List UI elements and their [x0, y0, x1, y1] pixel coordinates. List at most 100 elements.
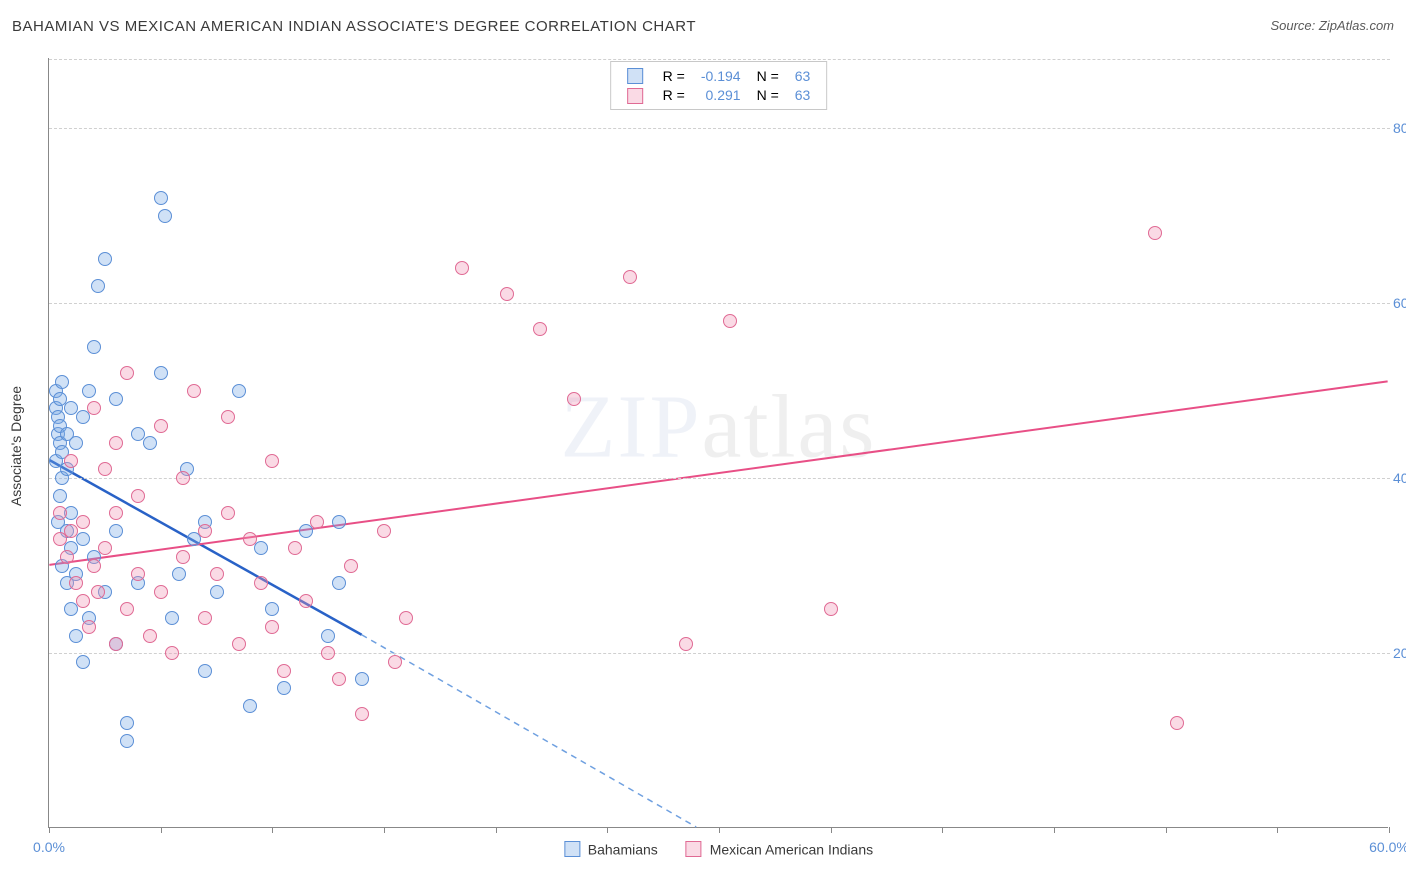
data-point: [91, 279, 105, 293]
data-point: [187, 384, 201, 398]
data-point: [131, 489, 145, 503]
data-point: [355, 707, 369, 721]
data-point: [824, 602, 838, 616]
x-tick: [384, 827, 385, 833]
x-tick-label: 0.0%: [33, 839, 65, 855]
data-point: [154, 585, 168, 599]
x-tick: [161, 827, 162, 833]
data-point: [221, 410, 235, 424]
source-label: Source: ZipAtlas.com: [1270, 18, 1394, 33]
y-tick-label: 60.0%: [1393, 295, 1406, 311]
legend-item: Bahamians: [564, 840, 658, 856]
data-point: [64, 454, 78, 468]
x-tick: [1166, 827, 1167, 833]
data-point: [158, 209, 172, 223]
data-point: [533, 322, 547, 336]
legend-item: Mexican American Indians: [686, 840, 873, 856]
data-point: [176, 471, 190, 485]
x-tick: [831, 827, 832, 833]
x-tick-label: 60.0%: [1369, 839, 1406, 855]
data-point: [154, 191, 168, 205]
x-tick: [1277, 827, 1278, 833]
data-point: [277, 664, 291, 678]
y-tick-label: 40.0%: [1393, 470, 1406, 486]
gridline: [49, 478, 1390, 479]
data-point: [109, 506, 123, 520]
data-point: [277, 681, 291, 695]
gridline: [49, 59, 1390, 60]
data-point: [321, 646, 335, 660]
data-point: [265, 454, 279, 468]
y-tick-label: 80.0%: [1393, 120, 1406, 136]
chart-header: BAHAMIAN VS MEXICAN AMERICAN INDIAN ASSO…: [12, 18, 1394, 42]
n-value: 63: [787, 85, 819, 104]
x-tick: [272, 827, 273, 833]
data-point: [69, 576, 83, 590]
data-point: [623, 270, 637, 284]
data-point: [388, 655, 402, 669]
data-point: [344, 559, 358, 573]
x-tick: [1054, 827, 1055, 833]
data-point: [165, 646, 179, 660]
data-point: [723, 314, 737, 328]
data-point: [120, 716, 134, 730]
data-point: [377, 524, 391, 538]
gridline: [49, 653, 1390, 654]
data-point: [109, 524, 123, 538]
data-point: [210, 567, 224, 581]
n-label: N =: [749, 66, 787, 85]
data-point: [221, 506, 235, 520]
data-point: [210, 585, 224, 599]
data-point: [53, 506, 67, 520]
data-point: [69, 436, 83, 450]
legend-swatch: [627, 68, 643, 84]
data-point: [567, 392, 581, 406]
data-point: [69, 629, 83, 643]
data-point: [120, 734, 134, 748]
data-point: [154, 366, 168, 380]
legend-label: Mexican American Indians: [710, 841, 873, 857]
data-point: [98, 462, 112, 476]
data-point: [500, 287, 514, 301]
data-point: [87, 559, 101, 573]
data-point: [299, 594, 313, 608]
data-point: [310, 515, 324, 529]
data-point: [399, 611, 413, 625]
r-label: R =: [655, 66, 693, 85]
data-point: [1170, 716, 1184, 730]
data-point: [76, 655, 90, 669]
x-tick: [496, 827, 497, 833]
data-point: [243, 699, 257, 713]
data-point: [91, 585, 105, 599]
series-legend: Bahamians Mexican American Indians: [564, 839, 873, 857]
data-point: [131, 567, 145, 581]
watermark: ZIPatlas: [561, 376, 877, 479]
data-point: [265, 602, 279, 616]
data-point: [254, 576, 268, 590]
data-point: [82, 384, 96, 398]
legend-row: R =-0.194N =63: [619, 66, 819, 85]
data-point: [98, 252, 112, 266]
x-tick: [607, 827, 608, 833]
data-point: [120, 602, 134, 616]
gridline: [49, 128, 1390, 129]
data-point: [355, 672, 369, 686]
data-point: [53, 489, 67, 503]
data-point: [265, 620, 279, 634]
n-value: 63: [787, 66, 819, 85]
y-axis-label: Associate's Degree: [8, 386, 24, 506]
data-point: [98, 541, 112, 555]
data-point: [332, 672, 346, 686]
r-label: R =: [655, 85, 693, 104]
data-point: [109, 436, 123, 450]
data-point: [76, 594, 90, 608]
legend-swatch: [564, 841, 580, 857]
data-point: [87, 401, 101, 415]
data-point: [143, 629, 157, 643]
data-point: [679, 637, 693, 651]
x-tick: [49, 827, 50, 833]
legend-swatch: [686, 841, 702, 857]
x-tick: [942, 827, 943, 833]
chart-title: BAHAMIAN VS MEXICAN AMERICAN INDIAN ASSO…: [12, 18, 696, 35]
legend-label: Bahamians: [588, 841, 658, 857]
